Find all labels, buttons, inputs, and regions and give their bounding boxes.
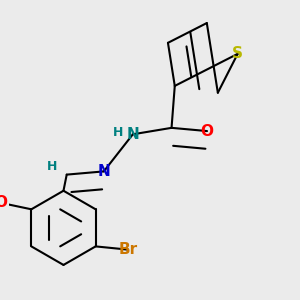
Text: N: N [127, 127, 139, 142]
Text: H: H [47, 160, 57, 173]
Text: O: O [0, 195, 7, 210]
Text: O: O [200, 124, 214, 139]
Text: N: N [98, 164, 110, 179]
Text: S: S [232, 46, 243, 62]
Text: H: H [113, 126, 124, 139]
Text: Br: Br [118, 242, 137, 257]
